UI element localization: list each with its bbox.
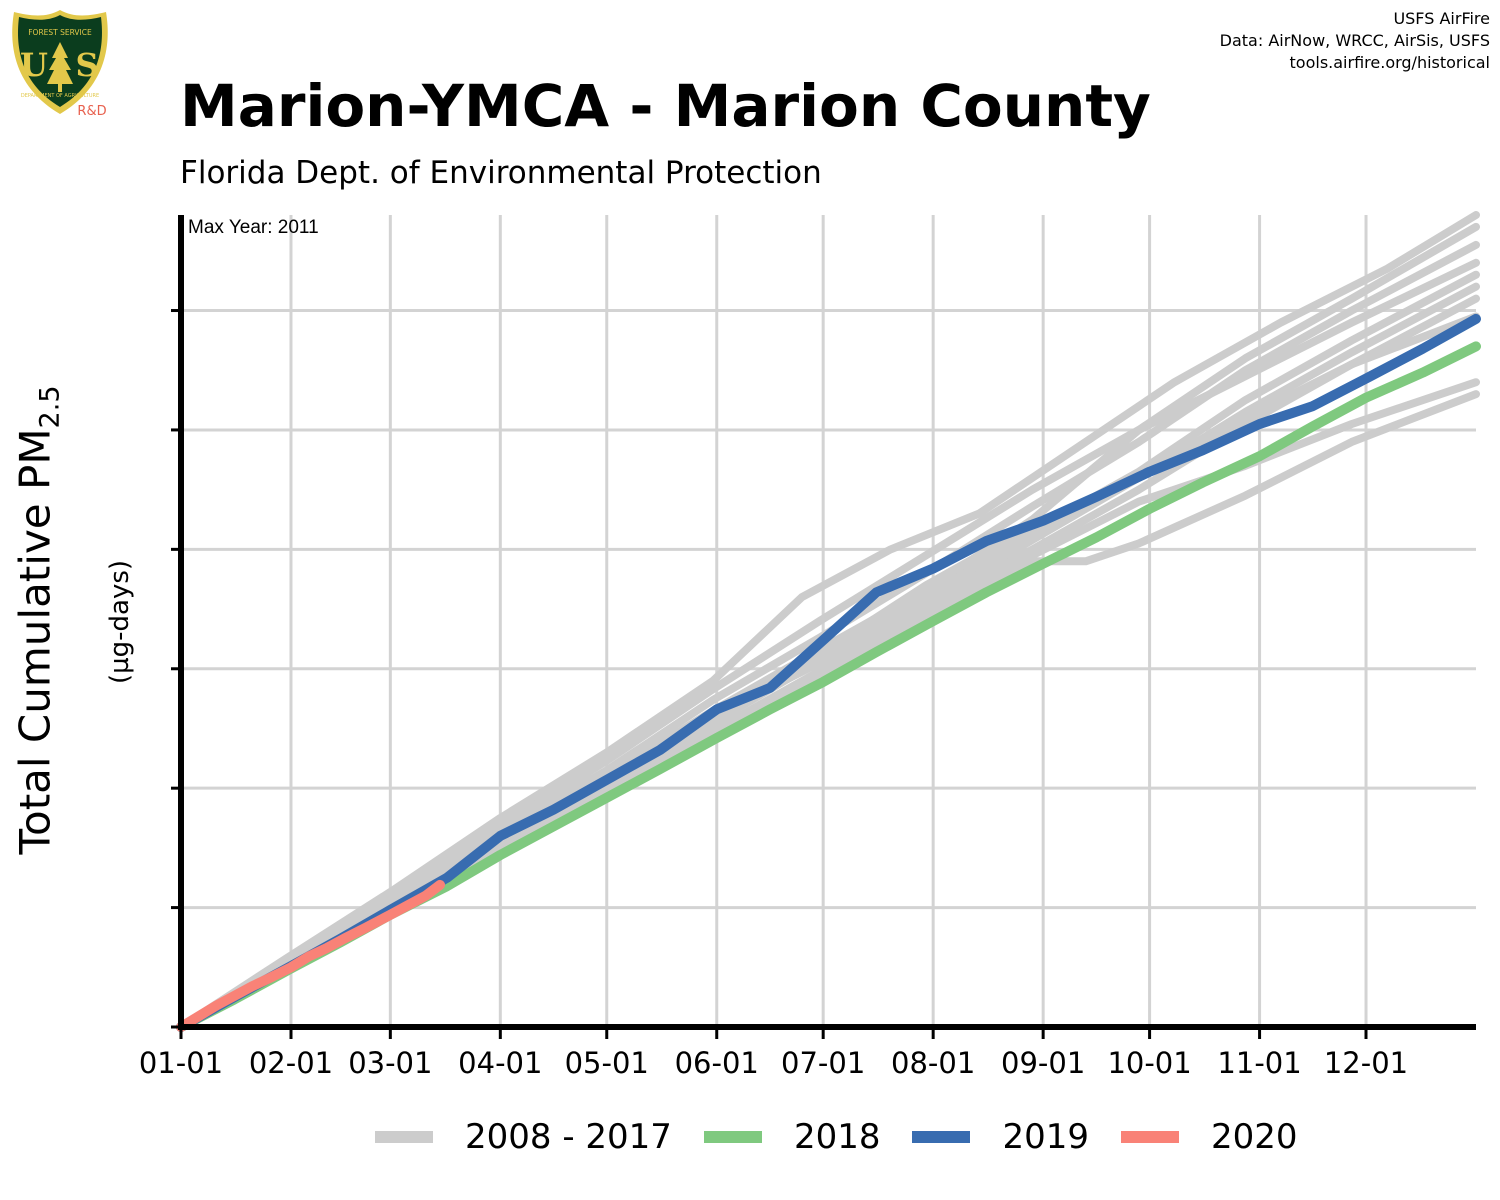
x-tick-label: 12-01: [1324, 1046, 1408, 1080]
logo-badge: R&D: [77, 104, 106, 118]
forest-service-logo: FOREST SERVICE U S DEPARTMENT OF AGRICUL…: [12, 10, 108, 118]
tree-icon: [47, 42, 73, 84]
credit-line: Data: AirNow, WRCC, AirSis, USFS: [1219, 31, 1490, 50]
legend: 2008 - 2017 2018 2019 2020: [375, 1115, 1330, 1159]
legend-swatch: [1121, 1131, 1180, 1143]
page-title: Marion-YMCA - Marion County: [180, 72, 1151, 140]
logo-top-text: FOREST SERVICE: [28, 28, 92, 37]
legend-item-2019: 2019: [912, 1117, 1089, 1157]
axes: 01-01 02-01 03-01 04-01 05-01 06-01 07-01 08-01…: [139, 215, 1476, 1080]
x-tick-label: 01-01: [139, 1046, 223, 1080]
legend-swatch: [912, 1131, 971, 1143]
legend-item-2018: 2018: [703, 1117, 881, 1157]
legend-swatch: [703, 1131, 762, 1143]
historic-series-line: [177, 211, 1480, 1031]
x-tick-label: 09-01: [1001, 1046, 1085, 1080]
logo-letter-s: S: [75, 46, 98, 84]
legend-label: 2020: [1211, 1117, 1298, 1157]
series-line-2020: [176, 879, 445, 1032]
historic-series-line: [177, 222, 1480, 1031]
x-tick-label: 04-01: [458, 1046, 542, 1080]
x-tick-label: 03-01: [348, 1046, 432, 1080]
legend-label: 2019: [1002, 1117, 1090, 1157]
logo-letter-u: U: [20, 46, 48, 84]
legend-label: 2008 - 2017: [465, 1117, 672, 1157]
x-tick-label: 10-01: [1107, 1046, 1191, 1080]
x-tick-label: 05-01: [565, 1046, 649, 1080]
x-tick-label: 08-01: [891, 1046, 975, 1080]
tree-trunk-icon: [58, 84, 62, 92]
credit-line: tools.airfire.org/historical: [1289, 53, 1490, 72]
historic-series-line: [177, 390, 1480, 1031]
legend-item-2020: 2020: [1121, 1117, 1298, 1157]
max-year-annotation: Max Year: 2011: [188, 217, 319, 238]
legend-item-historic: 2008 - 2017: [375, 1117, 672, 1157]
highlight-series-group: [176, 313, 1481, 1032]
x-tick-label: 02-01: [249, 1046, 333, 1080]
x-tick-label: 11-01: [1217, 1046, 1301, 1080]
page-subtitle: Florida Dept. of Environmental Protectio…: [180, 155, 822, 191]
credits: USFS AirFire Data: AirNow, WRCC, AirSis,…: [1220, 8, 1490, 74]
legend-swatch: [375, 1131, 433, 1143]
historic-series-group: [177, 211, 1480, 1031]
x-tick-label: 07-01: [781, 1046, 865, 1080]
legend-label: 2018: [793, 1117, 881, 1157]
x-tick-label: 06-01: [675, 1046, 759, 1080]
logo-bottom-text: DEPARTMENT OF AGRICULTURE: [21, 93, 99, 99]
credit-line: USFS AirFire: [1393, 9, 1490, 28]
